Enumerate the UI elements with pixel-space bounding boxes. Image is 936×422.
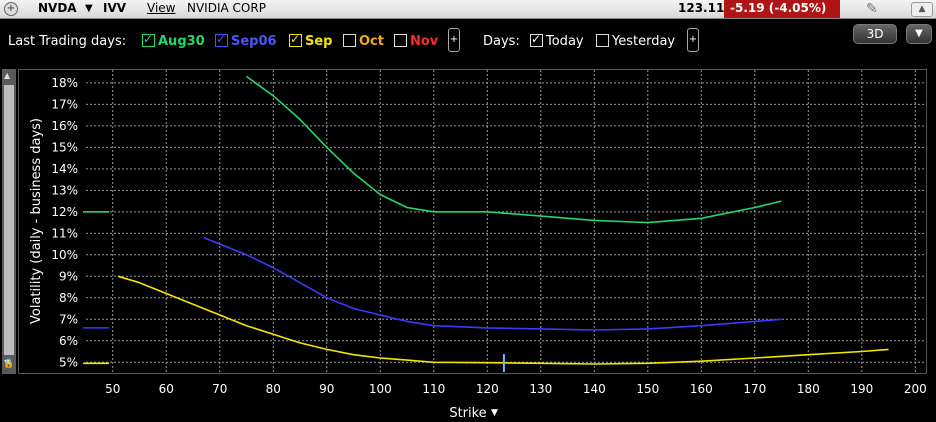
x-tick-label: 190	[850, 382, 873, 396]
price-label: 123.11	[678, 1, 725, 15]
y-tick-label: 15%	[51, 140, 78, 154]
expiry-label-sep[interactable]: Sep	[305, 34, 333, 49]
y-tick-label: 11%	[51, 226, 78, 240]
y-tick-label: 16%	[51, 119, 78, 133]
y-tick-label: 18%	[51, 76, 78, 90]
checkbox-yesterday[interactable]	[596, 34, 609, 47]
x-tick-label: 100	[369, 382, 392, 396]
y-tick-label: 5%	[59, 355, 78, 369]
view-3d-button[interactable]: 3D	[853, 24, 897, 44]
y-tick-label: 9%	[59, 269, 78, 283]
change-value: -5.19 (-4.05%)	[730, 1, 827, 15]
plus-circle-icon[interactable]: +	[4, 2, 18, 16]
add-expiry-button[interactable]: +	[448, 28, 460, 52]
y-axis-label: Volatility (daily - business days)	[29, 118, 44, 324]
today-label[interactable]: Today	[546, 34, 584, 49]
y-tick-label: 6%	[59, 334, 78, 348]
days-label: Days:	[483, 34, 520, 49]
x-tick-label: 160	[690, 382, 713, 396]
scroll-thumb[interactable]	[4, 85, 14, 355]
yesterday-label[interactable]: Yesterday	[612, 34, 676, 49]
wrench-icon[interactable]: ✎	[866, 1, 878, 17]
y-tick-label: 10%	[51, 248, 78, 262]
checkbox-nov[interactable]	[394, 34, 407, 47]
x-tick-label: 60	[159, 382, 174, 396]
checkbox-today[interactable]	[530, 32, 543, 47]
checkbox-sep06[interactable]	[215, 32, 228, 47]
series-line-sep	[117, 275, 889, 365]
series-line-aug30	[246, 75, 782, 224]
collapse-icon[interactable]: ▲	[911, 2, 933, 17]
checkbox-oct[interactable]	[343, 34, 356, 47]
y-tick-label: 12%	[51, 205, 78, 219]
series-markers	[83, 211, 109, 365]
x-tick-labels: 50 60 70 80 90 100 110 120 130 140 150 160 170 180 190…	[105, 382, 927, 396]
x-axis-dropdown-icon: ▼	[491, 408, 498, 418]
plot-frame	[18, 69, 927, 374]
expiry-label-sep06[interactable]: Sep06	[231, 34, 277, 49]
scroll-up-icon[interactable]: ▲	[4, 71, 11, 80]
symbol-label[interactable]: NVDA	[38, 1, 77, 15]
change-badge: -5.19 (-4.05%)	[724, 0, 840, 18]
y-tick-label: 8%	[59, 291, 78, 305]
checkbox-aug30[interactable]	[142, 32, 155, 47]
scroll-down-icon[interactable]: ▼	[4, 358, 11, 367]
checkbox-sep[interactable]	[289, 32, 302, 47]
x-tick-label: 50	[105, 382, 120, 396]
grid-lines	[86, 70, 926, 373]
y-tick-label: 7%	[59, 312, 78, 326]
expiry-label-oct[interactable]: Oct	[359, 34, 384, 49]
vertical-scrollbar[interactable]: ▲ ▼	[2, 69, 16, 374]
x-tick-label: 150	[636, 382, 659, 396]
add-day-button[interactable]: +	[687, 28, 699, 52]
series-line-sep06	[203, 236, 782, 331]
expiry-label-aug30[interactable]: Aug30	[158, 34, 205, 49]
symbol-dropdown-icon[interactable]: ▼	[85, 3, 93, 14]
x-tick-label: 130	[529, 382, 552, 396]
lock-icon[interactable]: 🔒	[3, 359, 15, 369]
x-tick-label: 140	[583, 382, 606, 396]
x-tick-label: 110	[422, 382, 445, 396]
x-tick-label: 200	[904, 382, 927, 396]
y-tick-label: 17%	[51, 97, 78, 111]
y-tick-labels: 5% 6% 7% 8% 9% 10% 11% 12% 13% 14% 15% 16% 17% 18%	[51, 76, 78, 369]
x-tick-label: 80	[266, 382, 281, 396]
y-tick-label: 13%	[51, 183, 78, 197]
source-label[interactable]: IVV	[103, 1, 127, 15]
menu-dropdown-button[interactable]: ▼	[906, 24, 932, 44]
x-tick-label: 120	[476, 382, 499, 396]
view-menu[interactable]: View	[147, 1, 176, 15]
options-toolbar: Last Trading days: Aug30 Sep06 Sep Oct N…	[0, 20, 936, 58]
x-axis-label: Strike	[449, 406, 486, 421]
x-tick-label: 170	[743, 382, 766, 396]
company-name: NVIDIA CORP	[187, 1, 266, 15]
x-tick-label: 70	[212, 382, 227, 396]
last-trading-label: Last Trading days:	[8, 34, 127, 49]
x-tick-label: 90	[319, 382, 334, 396]
title-bar: + NVDA ▼ IVV View NVIDIA CORP 123.11 -5.…	[0, 0, 936, 19]
y-tick-label: 14%	[51, 162, 78, 176]
series-lines	[117, 75, 889, 365]
x-tick-label: 180	[797, 382, 820, 396]
expiry-label-nov[interactable]: Nov	[410, 34, 439, 49]
